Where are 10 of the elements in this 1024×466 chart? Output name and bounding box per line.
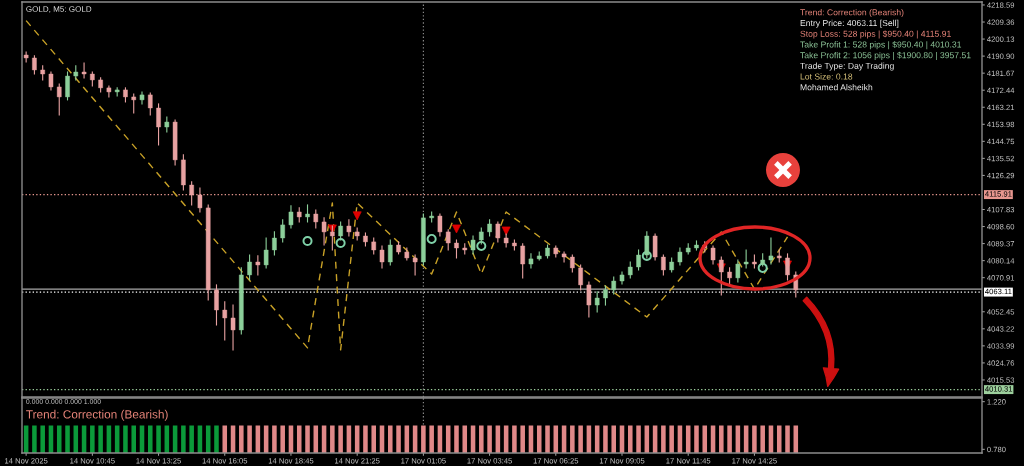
annotation: Lot Size: 0.18 [800,73,853,80]
chart-title: GOLD, M5: GOLD [26,6,92,13]
annotation: Entry Price: 4063.11 [Sell] [800,19,899,28]
annotation: Take Profit 2: 1056 pips | $1900.80 | 3957.51 [800,51,971,60]
annotation: Take Profit 1: 528 pips | $950.40 | 4010.31 [800,41,962,50]
annotation: Trend: Correction (Bearish) [800,9,904,18]
annotation: Trade Type: Day Trading [800,62,894,71]
annotation: Stop Loss: 528 pips | $950.40 | 4115.91 [800,30,951,39]
annotation: Trend: Correction (Bearish) [26,409,168,421]
annotation: Mohamed Alsheikh [800,83,873,91]
